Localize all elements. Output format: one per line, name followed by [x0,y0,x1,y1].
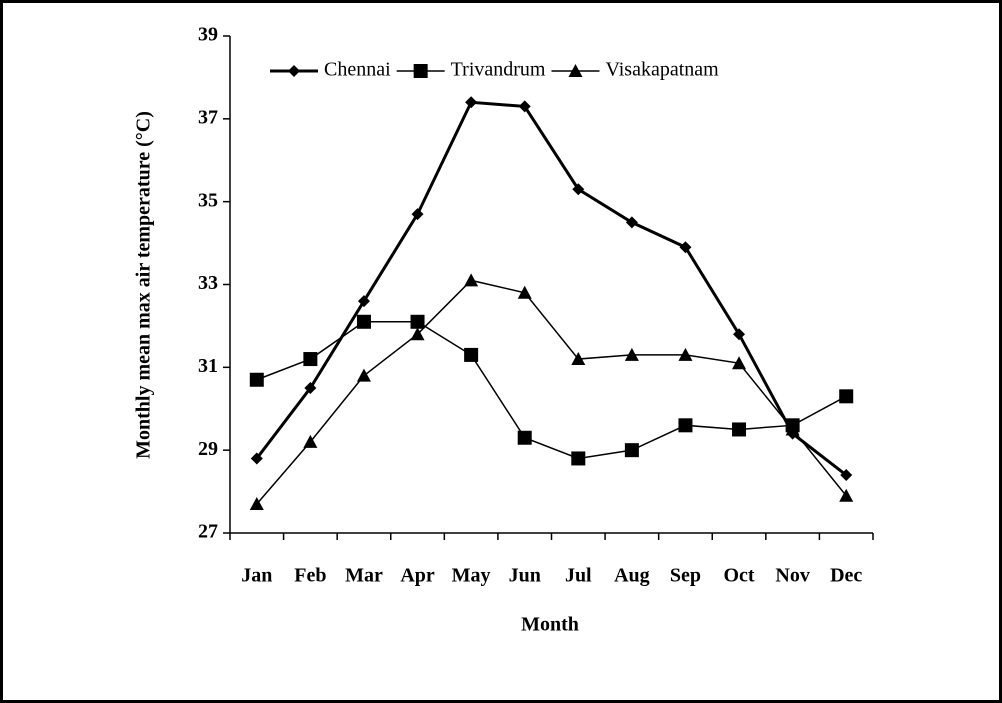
x-tick-label: Apr [400,565,435,587]
marker [732,356,747,370]
marker [517,285,532,299]
x-tick-label: Mar [345,565,383,587]
marker [303,434,318,448]
marker [571,352,586,366]
marker [249,497,264,511]
x-tick-label: Sep [670,565,701,587]
marker [410,314,425,329]
marker [572,183,585,196]
x-tick-label: Nov [775,565,809,587]
legend-label: Trivandrum [451,59,546,81]
marker [624,443,639,458]
marker [678,347,693,361]
marker [249,372,264,387]
marker [571,451,586,466]
y-tick-label: 37 [198,106,218,128]
x-tick-label: Jun [509,565,541,587]
marker [840,469,853,482]
y-tick-label: 35 [198,189,218,211]
x-tick-label: Dec [830,565,862,587]
marker [250,452,263,465]
marker [839,488,854,502]
marker [288,65,300,77]
marker [464,347,479,362]
marker [624,347,639,361]
y-axis-label: Monthly mean max air temperature (°C) [133,111,155,459]
marker [517,430,532,445]
marker [625,216,638,229]
marker [303,352,318,367]
marker [356,314,371,329]
marker [733,328,746,341]
series-line [256,321,847,460]
marker [518,100,531,113]
marker [465,96,478,109]
marker [679,241,692,254]
marker [304,382,317,395]
y-tick-label: 29 [198,438,218,460]
marker [732,422,747,437]
x-axis-label: Month [521,614,579,636]
x-tick-label: Feb [294,565,326,587]
marker [410,327,425,341]
x-tick-label: Aug [614,565,650,587]
x-tick-label: Jan [241,565,272,587]
x-tick-label: May [452,565,491,587]
series-line [255,100,848,477]
y-tick-label: 33 [198,272,218,294]
y-tick-label: 39 [198,24,218,46]
marker [464,273,479,287]
marker [568,64,583,77]
marker [413,64,428,78]
marker [357,295,370,308]
legend-label: Visakapatnam [605,59,719,81]
marker [356,368,371,382]
x-tick-label: Jul [565,565,592,587]
x-tick-label: Oct [723,565,754,587]
marker [678,418,693,433]
y-tick-label: 27 [198,521,218,543]
legend-label: Chennai [324,59,391,81]
marker [785,422,800,436]
marker [839,389,854,404]
marker [411,208,424,221]
series-line [256,279,847,505]
y-tick-label: 31 [198,355,218,377]
